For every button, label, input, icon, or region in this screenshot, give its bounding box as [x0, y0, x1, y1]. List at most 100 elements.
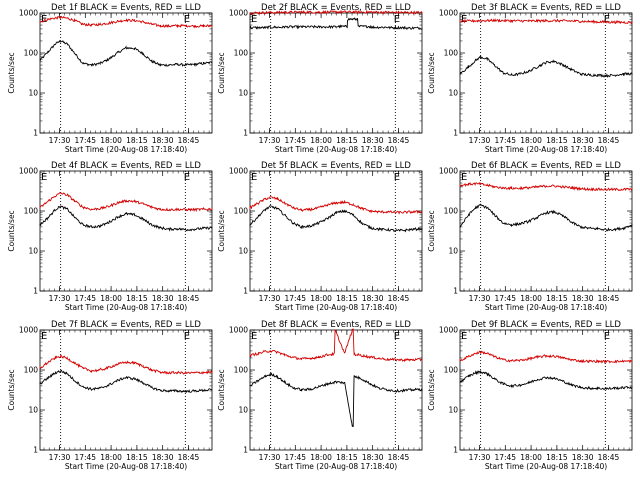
x-tick-label: 18:45 — [178, 453, 200, 462]
y-axis-label: Counts/sec — [7, 369, 16, 410]
event-marker: E — [461, 14, 467, 25]
x-tick-label: 18:15 — [126, 136, 148, 145]
y-tick-label: 1 — [243, 446, 248, 455]
x-tick-label: 18:15 — [546, 136, 568, 145]
panel-1: Det 1f BLACK = Events, RED = LLD 1 10 100 10… — [7, 3, 213, 154]
series-line-events — [39, 369, 213, 394]
x-tick-label: 17:45 — [284, 294, 306, 303]
chart-title: Det 1f BLACK = Events, RED = LLD — [51, 3, 201, 13]
x-tick-label: 18:15 — [336, 136, 358, 145]
x-tick-label: 18:45 — [598, 136, 620, 145]
chart-title: Det 7f BLACK = Events, RED = LLD — [51, 320, 201, 330]
x-tick-label: 18:30 — [152, 453, 174, 462]
series-line-lld — [39, 354, 213, 375]
x-tick-label: 18:00 — [520, 294, 542, 303]
plot-frame — [459, 12, 633, 134]
y-tick-label: 1 — [453, 446, 458, 455]
series-line-lld — [249, 9, 423, 15]
x-axis-label: Start Time (20-Aug-08 17:18:40) — [275, 303, 397, 312]
y-tick-label: 10 — [448, 247, 458, 256]
x-tick-label: 17:45 — [74, 453, 96, 462]
x-tick-label: 18:00 — [310, 453, 332, 462]
y-axis-label: Counts/sec — [217, 52, 226, 93]
x-tick-label: 18:00 — [520, 136, 542, 145]
y-tick-label: 100 — [234, 366, 249, 375]
series-line-lld — [39, 192, 213, 213]
y-tick-label: 1000 — [439, 326, 458, 335]
chart-title: Det 8f BLACK = Events, RED = LLD — [261, 320, 411, 330]
series-line-events — [249, 205, 423, 233]
x-axis-label: Start Time (20-Aug-08 17:18:40) — [485, 145, 607, 154]
y-tick-label: 1000 — [19, 9, 38, 18]
y-axis-label: Counts/sec — [427, 52, 436, 93]
chart-title: Det 9f BLACK = Events, RED = LLD — [471, 320, 621, 330]
plot-frame — [249, 329, 423, 451]
x-tick-label: 18:45 — [178, 136, 200, 145]
x-tick-label: 18:15 — [336, 294, 358, 303]
series-line-lld — [459, 350, 633, 364]
y-tick-label: 100 — [444, 207, 459, 216]
event-marker: E — [461, 331, 467, 342]
x-tick-label: 17:45 — [494, 453, 516, 462]
event-marker: E — [604, 14, 610, 25]
panel-3: Det 3f BLACK = Events, RED = LLD 1 10 100 10… — [427, 3, 633, 154]
x-axis-label: Start Time (20-Aug-08 17:18:40) — [65, 462, 187, 471]
x-tick-label: 18:45 — [388, 136, 410, 145]
panel-7: Det 7f BLACK = Events, RED = LLD 1 10 100 10… — [7, 320, 213, 471]
x-tick-label: 17:30 — [49, 294, 71, 303]
event-marker: E — [184, 14, 190, 25]
y-tick-label: 1 — [453, 129, 458, 138]
event-marker: E — [184, 172, 190, 183]
panel-2: Det 2f BLACK = Events, RED = LLD 1 10 100 10… — [217, 3, 423, 154]
x-tick-label: 18:15 — [126, 294, 148, 303]
x-tick-label: 17:30 — [49, 136, 71, 145]
y-tick-label: 1000 — [229, 9, 248, 18]
x-axis-label: Start Time (20-Aug-08 17:18:40) — [485, 462, 607, 471]
x-tick-label: 18:30 — [572, 136, 594, 145]
y-tick-label: 1 — [243, 287, 248, 296]
y-axis-label: Counts/sec — [427, 210, 436, 251]
y-tick-label: 10 — [28, 406, 38, 415]
panel-8: Det 8f BLACK = Events, RED = LLD 1 10 100 10… — [217, 320, 423, 471]
x-tick-label: 17:45 — [74, 294, 96, 303]
series-line-events — [39, 205, 213, 232]
y-tick-label: 100 — [444, 366, 459, 375]
y-tick-label: 1 — [453, 287, 458, 296]
event-marker: E — [461, 172, 467, 183]
x-tick-label: 18:30 — [362, 453, 384, 462]
y-axis-label: Counts/sec — [217, 210, 226, 251]
x-tick-label: 18:45 — [388, 294, 410, 303]
x-tick-label: 18:00 — [100, 136, 122, 145]
x-axis-label: Start Time (20-Aug-08 17:18:40) — [275, 462, 397, 471]
panel-9: Det 9f BLACK = Events, RED = LLD 1 10 100 10… — [427, 320, 633, 471]
x-tick-label: 18:00 — [520, 453, 542, 462]
y-tick-label: 1000 — [229, 167, 248, 176]
x-tick-label: 18:45 — [388, 453, 410, 462]
y-axis-label: Counts/sec — [427, 369, 436, 410]
y-tick-label: 1000 — [229, 326, 248, 335]
series-line-lld — [249, 196, 423, 215]
y-axis-label: Counts/sec — [7, 210, 16, 251]
y-tick-label: 100 — [444, 49, 459, 58]
series-line-events — [459, 203, 633, 232]
y-tick-label: 10 — [28, 89, 38, 98]
series-line-lld — [39, 15, 213, 29]
y-tick-label: 1000 — [439, 167, 458, 176]
series-line-events — [249, 17, 423, 31]
panel-4: Det 4f BLACK = Events, RED = LLD 1 10 100 10… — [7, 161, 213, 312]
plot-frame — [39, 170, 213, 292]
y-tick-label: 1000 — [19, 167, 38, 176]
x-axis-label: Start Time (20-Aug-08 17:18:40) — [65, 145, 187, 154]
plot-frame — [459, 329, 633, 451]
series-line-lld — [459, 18, 633, 25]
x-axis-label: Start Time (20-Aug-08 17:18:40) — [485, 303, 607, 312]
x-tick-label: 18:00 — [310, 294, 332, 303]
plot-frame — [39, 329, 213, 451]
y-tick-label: 100 — [24, 366, 39, 375]
event-marker: E — [251, 172, 257, 183]
x-tick-label: 18:45 — [178, 294, 200, 303]
x-axis-label: Start Time (20-Aug-08 17:18:40) — [275, 145, 397, 154]
event-marker: E — [394, 14, 400, 25]
event-marker: E — [604, 331, 610, 342]
